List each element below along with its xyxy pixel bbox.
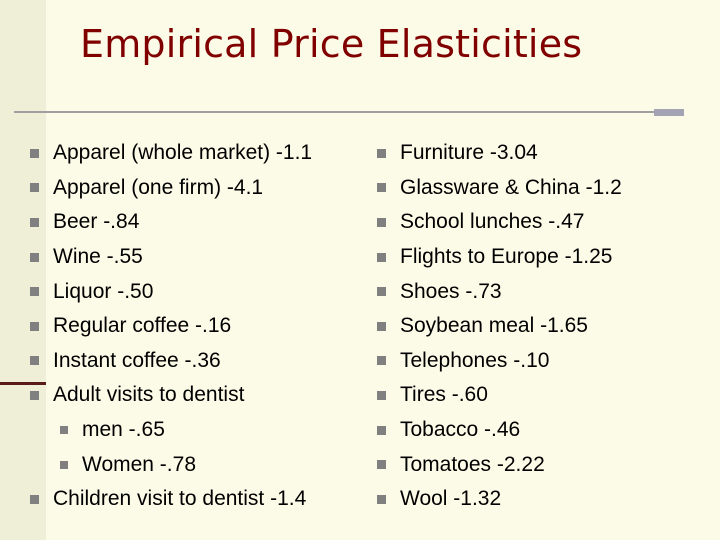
square-bullet-icon [60, 460, 68, 469]
list-item: Tires -.60 [377, 378, 622, 413]
list-item-text: Regular coffee -.16 [53, 314, 232, 338]
list-item: Adult visits to dentist [30, 378, 312, 413]
list-item: Wine -.55 [30, 240, 312, 275]
square-bullet-icon [30, 321, 39, 331]
list-item: Children visit to dentist -1.4 [30, 482, 312, 517]
list-item: Glassware & China -1.2 [377, 171, 622, 206]
square-bullet-icon [377, 390, 386, 400]
list-item: men -.65 [30, 413, 312, 448]
list-item: Women -.78 [30, 447, 312, 482]
square-bullet-icon [30, 494, 39, 504]
square-bullet-icon [30, 217, 39, 227]
list-item-text: Soybean meal -1.65 [400, 314, 588, 338]
square-bullet-icon [377, 494, 386, 504]
title-divider [14, 111, 654, 113]
list-item-text: Flights to Europe -1.25 [400, 245, 613, 269]
square-bullet-icon [377, 252, 386, 262]
list-item: Apparel (one firm) -4.1 [30, 171, 312, 206]
square-bullet-icon [377, 148, 386, 158]
list-item-text: Glassware & China -1.2 [400, 175, 622, 199]
list-item-text: Apparel (one firm) -4.1 [53, 175, 264, 199]
list-item-text: Telephones -.10 [400, 348, 550, 372]
list-item: Tomatoes -2.22 [377, 447, 622, 482]
right-bullet-list: Furniture -3.04 Glassware & China -1.2 Sch… [377, 136, 622, 517]
list-item: Soybean meal -1.65 [377, 309, 622, 344]
square-bullet-icon [377, 460, 386, 470]
list-item-text: Furniture -3.04 [400, 141, 538, 165]
square-bullet-icon [30, 252, 39, 262]
square-bullet-icon [60, 426, 68, 435]
list-item: Regular coffee -.16 [30, 309, 312, 344]
list-item-text: School lunches -.47 [400, 210, 585, 234]
list-item: Liquor -.50 [30, 274, 312, 309]
list-item: Telephones -.10 [377, 344, 622, 379]
square-bullet-icon [377, 356, 386, 366]
list-item-text: Tomatoes -2.22 [400, 452, 545, 476]
list-item: Apparel (whole market) -1.1 [30, 136, 312, 171]
list-item: Tobacco -.46 [377, 413, 622, 448]
list-item: Beer -.84 [30, 205, 312, 240]
list-item: Flights to Europe -1.25 [377, 240, 622, 275]
list-item-text: Tobacco -.46 [400, 418, 521, 442]
list-item: Instant coffee -.36 [30, 344, 312, 379]
left-bullet-list: Apparel (whole market) -1.1 Apparel (one … [30, 136, 312, 517]
list-item-text: Shoes -.73 [400, 279, 502, 303]
list-item: Shoes -.73 [377, 274, 622, 309]
square-bullet-icon [30, 183, 39, 193]
list-item-text: Liquor -.50 [53, 279, 154, 303]
list-item-text: Wool -1.32 [400, 487, 502, 511]
list-item-text: Children visit to dentist -1.4 [53, 487, 307, 511]
square-bullet-icon [30, 356, 39, 366]
list-item: Wool -1.32 [377, 482, 622, 517]
list-item-text: Women -.78 [82, 452, 196, 476]
list-item-text: Apparel (whole market) -1.1 [53, 141, 313, 165]
square-bullet-icon [30, 287, 39, 297]
square-bullet-icon [377, 425, 386, 435]
square-bullet-icon [377, 287, 386, 297]
list-item-text: Instant coffee -.36 [53, 348, 221, 372]
list-item: Furniture -3.04 [377, 136, 622, 171]
square-bullet-icon [30, 148, 39, 158]
list-item-text: men -.65 [82, 418, 165, 442]
list-item: School lunches -.47 [377, 205, 622, 240]
square-bullet-icon [377, 321, 386, 331]
slide-sidebar-band [0, 0, 46, 540]
slide-title: Empirical Price Elasticities [80, 22, 583, 66]
list-item-text: Beer -.84 [53, 210, 140, 234]
square-bullet-icon [377, 183, 386, 193]
list-item-text: Tires -.60 [400, 383, 488, 407]
list-item-text: Wine -.55 [53, 245, 143, 269]
sidebar-accent-line [0, 382, 46, 385]
title-divider-end [654, 109, 684, 116]
square-bullet-icon [377, 217, 386, 227]
list-item-text: Adult visits to dentist [53, 383, 245, 407]
square-bullet-icon [30, 390, 39, 400]
